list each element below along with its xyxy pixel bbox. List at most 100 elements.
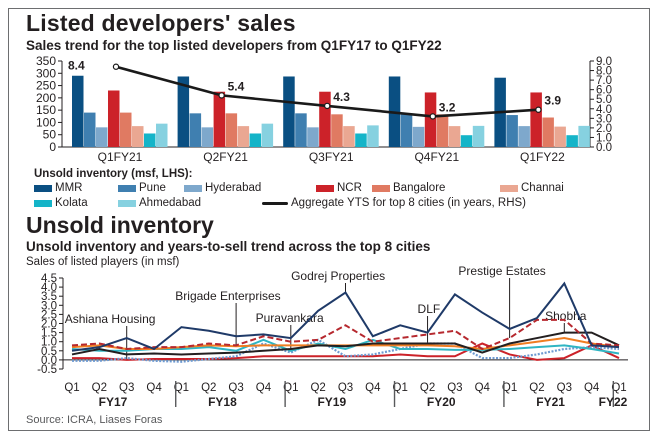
- yts-point: [112, 63, 120, 70]
- y-tick-label: 0.0: [41, 355, 57, 367]
- bar-ncr: [530, 92, 542, 147]
- bar-kolata: [566, 135, 578, 147]
- x-tick-label: Q1: [502, 382, 517, 394]
- x-tick-label: Q4FY21: [414, 150, 459, 164]
- legend-item-hyderabad: Hyderabad: [184, 182, 261, 194]
- y2-tick-label: 4.0: [596, 104, 612, 116]
- x-tick-label: Q2: [310, 382, 325, 394]
- bar-pune: [295, 113, 307, 147]
- y-tick-label: 2.0: [41, 319, 57, 331]
- bar-ncr: [319, 91, 331, 147]
- legend-line-swatch: [262, 201, 288, 205]
- bar-kolata: [144, 133, 156, 147]
- annotation-label: Prestige Estates: [458, 264, 545, 278]
- y-tick-label: 150: [36, 103, 56, 117]
- legend-label: Hyderabad: [205, 182, 262, 194]
- legend-label: Channai: [521, 182, 564, 194]
- x-tick-label: Q2: [420, 382, 435, 394]
- yts-data-label: 4.3: [333, 90, 350, 104]
- y-tick-label: 1.0: [41, 337, 57, 349]
- bar-mmr: [283, 76, 295, 147]
- y2-tick-label: 3.0: [596, 113, 612, 125]
- chart1-subtitle: Sales trend for the top listed developer…: [26, 38, 442, 53]
- legend-swatch: [34, 199, 52, 207]
- chart1-title: Listed developers' sales: [26, 10, 296, 36]
- x-tick-label: Q4: [256, 382, 272, 394]
- y-tick-label: 4.0: [41, 282, 57, 294]
- x-tick-label: Q1: [393, 382, 408, 394]
- x-tick-label: Q3FY21: [309, 150, 354, 164]
- legend-swatch: [118, 199, 136, 207]
- x-tick-label: Q2: [529, 382, 544, 394]
- legend-label: Pune: [139, 182, 166, 194]
- legend-label: NCR: [337, 182, 362, 194]
- bar-pune: [400, 113, 413, 147]
- y-tick-label: 50: [43, 128, 57, 142]
- x-tick-label: Q1: [611, 382, 626, 394]
- y-tick-label: 4.5: [41, 273, 57, 285]
- annotation-label: Brigade Enterprises: [175, 289, 280, 303]
- bar-ahmedabad: [156, 123, 168, 147]
- y-tick-label: 300: [36, 66, 56, 80]
- fy-label: FY19: [317, 395, 346, 409]
- bar-kolata: [249, 133, 262, 147]
- x-tick-label: Q1: [283, 382, 298, 394]
- y-tick-label: 1.5: [41, 328, 57, 340]
- y2-tick-label: 2.0: [596, 123, 612, 135]
- fy-label: FY17: [99, 395, 128, 409]
- bar-ahmedabad: [578, 125, 590, 147]
- fy-label: FY22: [599, 395, 628, 409]
- legend-label: Bangalore: [393, 182, 446, 194]
- bar-hyderabad: [307, 127, 319, 147]
- y-tick-label: 3.5: [41, 291, 57, 303]
- bar-bangalore: [331, 114, 343, 147]
- x-tick-label: Q4: [584, 382, 600, 394]
- bar-pune: [84, 112, 96, 147]
- y-tick-label: -0.5: [37, 364, 57, 376]
- chart-frame: [8, 8, 650, 431]
- y2-tick-label: 6.0: [596, 85, 612, 97]
- line-ashiana-housing: [72, 342, 620, 361]
- bar-ahmedabad: [261, 123, 274, 147]
- x-tick-label: Q1: [64, 382, 79, 394]
- y-tick-label: 250: [36, 79, 56, 93]
- bar-bangalore: [225, 113, 238, 147]
- legend-item-ncr: NCR: [316, 182, 362, 194]
- x-tick-label: Q4: [365, 382, 381, 394]
- legend-swatch: [316, 184, 334, 192]
- legend-item-bangalore: Bangalore: [372, 182, 445, 194]
- x-tick-label: Q4: [146, 382, 162, 394]
- legend-swatch: [372, 184, 390, 192]
- x-tick-label: Q1FY22: [520, 150, 565, 164]
- bar-bangalore: [120, 112, 132, 147]
- yts-point: [535, 106, 542, 113]
- legend-item-ahmedabad: Ahmedabad: [118, 197, 201, 209]
- yts-point: [324, 102, 331, 110]
- y2-tick-label: 9.0: [596, 56, 612, 68]
- x-tick-label: Q3: [338, 382, 353, 394]
- legend-swatch: [34, 184, 52, 192]
- line-shobha: [71, 331, 620, 356]
- bar-pune: [506, 115, 518, 147]
- y2-tick-label: 1.0: [596, 132, 612, 144]
- legend-label: Ahmedabad: [139, 197, 202, 209]
- annotation-label: DLF: [418, 302, 441, 316]
- y-tick-label: 200: [36, 91, 56, 105]
- annotation-label: Godrej Properties: [291, 269, 385, 283]
- legend-swatch: [118, 184, 136, 192]
- bar-bangalore: [542, 117, 554, 147]
- x-tick-label: Q3: [119, 382, 134, 394]
- y-tick-label: 0: [49, 140, 56, 154]
- bar-hyderabad: [96, 127, 108, 147]
- line-prestige-estates: [71, 318, 620, 351]
- bar-pune: [189, 113, 202, 147]
- legend-label: Kolata: [55, 197, 88, 209]
- annotation-label: Puravankara: [256, 311, 324, 325]
- bar-bangalore: [436, 114, 449, 147]
- x-tick-label: Q3: [447, 382, 462, 394]
- x-tick-label: Q2FY21: [203, 150, 248, 164]
- x-tick-label: Q2: [201, 382, 216, 394]
- legend-swatch: [500, 184, 518, 192]
- y-tick-label: 0.5: [41, 346, 57, 358]
